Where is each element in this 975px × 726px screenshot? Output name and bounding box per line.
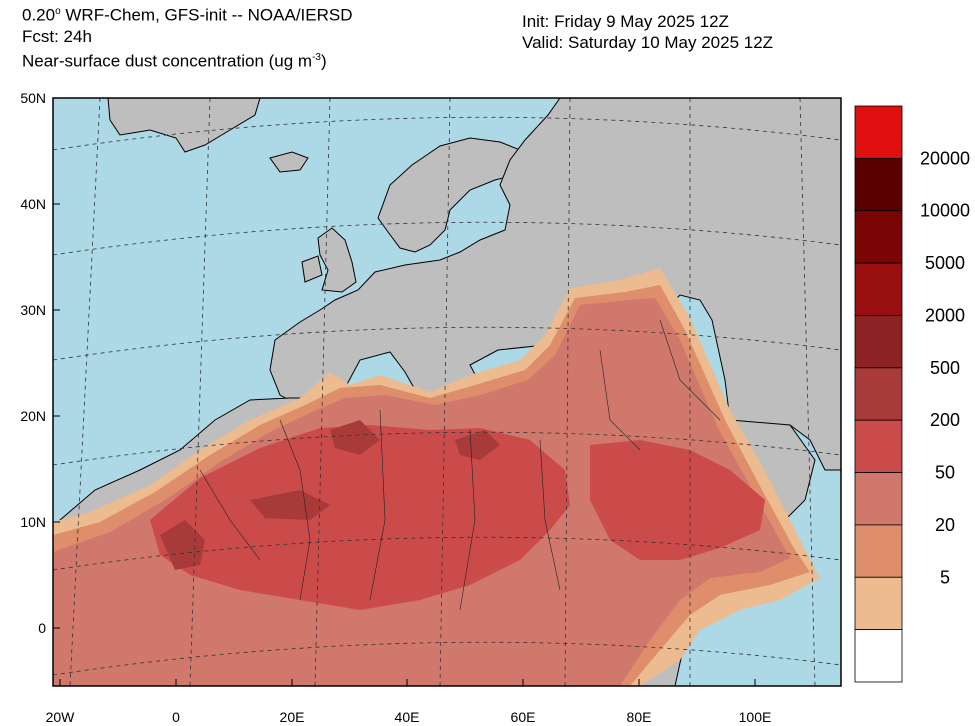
eurasia-land bbox=[269, 98, 841, 471]
colorbar-swatch bbox=[854, 419, 903, 473]
latitude-axis: 50N 40N 30N 20N 10N 0 bbox=[20, 90, 60, 636]
colorbar-label: 5 bbox=[940, 567, 950, 587]
colorbar-swatch bbox=[854, 210, 903, 264]
map-frame bbox=[52, 97, 842, 687]
colorbar-swatch bbox=[854, 315, 903, 369]
lat-tick-label: 10N bbox=[20, 514, 46, 530]
colorbar-label: 200 bbox=[930, 410, 960, 430]
init-time: Init: Friday 9 May 2025 12Z bbox=[522, 12, 729, 31]
colorbar-label: 20000 bbox=[920, 148, 970, 168]
colorbar-swatch bbox=[854, 524, 903, 578]
longitude-axis: 20W 0 20E 40E 60E 80E 100E bbox=[46, 679, 772, 725]
uk-land bbox=[317, 227, 357, 293]
colorbar-swatch bbox=[854, 576, 903, 631]
lon-tick-label: 100E bbox=[739, 709, 772, 725]
valid-time: Valid: Saturday 10 May 2025 12Z bbox=[522, 33, 774, 52]
colorbar-label: 500 bbox=[930, 358, 960, 378]
colorbar-swatch bbox=[854, 472, 903, 526]
colorbar-label: 50 bbox=[935, 463, 955, 483]
colorbar-label: 5000 bbox=[925, 253, 965, 273]
lat-tick-label: 20N bbox=[20, 408, 46, 424]
greenland-land bbox=[107, 98, 261, 153]
lat-tick-label: 50N bbox=[20, 90, 46, 106]
colorbar-label: 2000 bbox=[925, 305, 965, 325]
lat-tick-label: 0 bbox=[38, 620, 46, 636]
lat-tick-label: 30N bbox=[20, 302, 46, 318]
map-title-block: 0.20o WRF-Chem, GFS-init -- NOAA/IERSD F… bbox=[22, 1, 353, 71]
variable-title: Near-surface dust concentration (ug m-3) bbox=[22, 51, 327, 71]
forecast-hour: Fcst: 24h bbox=[22, 26, 92, 46]
graticule bbox=[53, 98, 841, 686]
model-title: 0.20o WRF-Chem, GFS-init -- NOAA/IERSD bbox=[22, 5, 353, 25]
dust-layer-200 bbox=[150, 425, 570, 610]
colorbar-label: 20 bbox=[935, 515, 955, 535]
colorbar-label: 10000 bbox=[920, 201, 970, 221]
lon-tick-label: 40E bbox=[395, 709, 420, 725]
country-borders bbox=[199, 319, 721, 611]
dust-layer-500 bbox=[160, 420, 500, 570]
lon-tick-label: 0 bbox=[172, 709, 180, 725]
dust-layer-200-arabia bbox=[590, 440, 765, 560]
time-info: Init: Friday 9 May 2025 12Z Valid: Satur… bbox=[522, 11, 773, 53]
lon-tick-label: 80E bbox=[627, 709, 652, 725]
colorbar-swatch bbox=[854, 629, 903, 683]
colorbar-swatch bbox=[854, 262, 903, 316]
lat-tick-label: 40N bbox=[20, 196, 46, 212]
colorbar-swatch bbox=[854, 157, 903, 212]
lon-tick-label: 20E bbox=[280, 709, 305, 725]
colorbar-swatch bbox=[854, 367, 903, 421]
colorbar-swatch bbox=[854, 105, 903, 159]
iceland-land bbox=[269, 151, 309, 173]
ireland-land bbox=[301, 255, 323, 283]
lon-tick-label: 60E bbox=[511, 709, 536, 725]
lon-tick-label: 20W bbox=[46, 709, 76, 725]
